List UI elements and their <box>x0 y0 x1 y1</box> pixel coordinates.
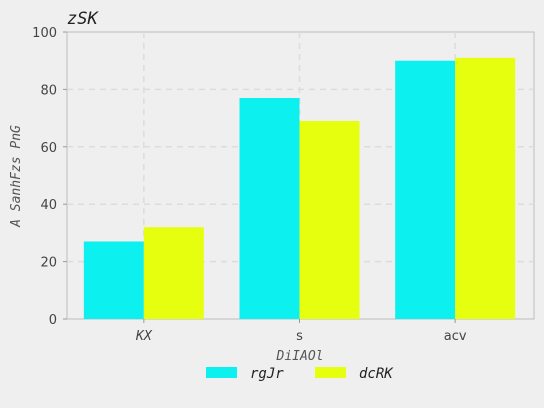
bar-dcRK-s <box>299 120 360 319</box>
x-tick-label: KX <box>135 329 153 344</box>
y-tick-label: 100 <box>32 26 57 41</box>
legend: rgJr dcRK <box>206 366 394 382</box>
bar-dcRK-acv <box>455 57 516 320</box>
legend-swatch-series-2 <box>315 367 346 378</box>
bars <box>83 57 516 320</box>
x-tick-label: s <box>296 329 303 344</box>
legend-swatch-series-1 <box>206 367 237 378</box>
legend-label-series-2: dcRK <box>359 366 394 382</box>
bar-rgJr-s <box>239 98 300 319</box>
chart-title: zSK <box>67 9 99 29</box>
x-axis-ticks: KX s acv <box>135 319 467 344</box>
x-tick-label: acv <box>444 329 467 344</box>
y-tick-label: 20 <box>40 256 57 271</box>
y-tick-label: 60 <box>40 141 57 156</box>
y-tick-label: 40 <box>40 198 57 213</box>
y-tick-label: 80 <box>40 83 57 98</box>
y-axis-ticks: 0 20 40 60 80 100 <box>32 26 67 328</box>
bar-dcRK-KX <box>143 227 204 319</box>
legend-label-series-1: rgJr <box>250 366 284 382</box>
y-tick-label: 0 <box>49 313 57 328</box>
x-axis-label: DiIAOl <box>276 349 324 364</box>
y-axis-label: A SanhFzs PnG <box>9 125 24 228</box>
bar-rgJr-KX <box>83 241 144 319</box>
bar-rgJr-acv <box>395 60 456 319</box>
